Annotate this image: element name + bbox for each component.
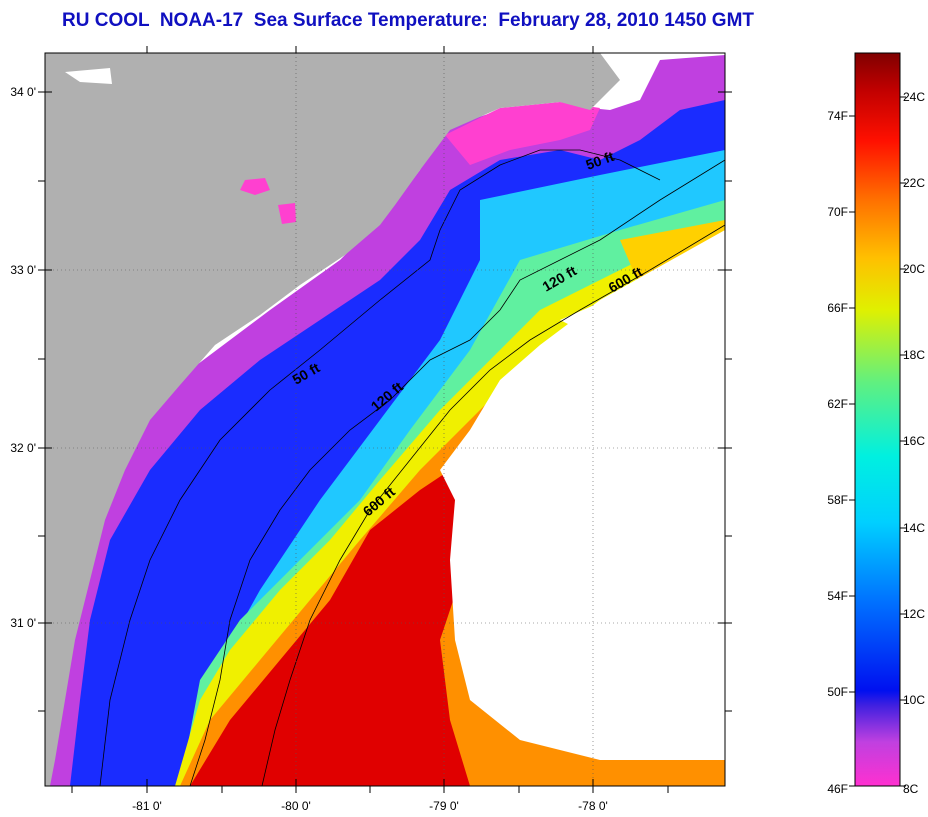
lon-ticks [71,46,669,793]
isobath-600ft [261,224,725,786]
cb-f-label-62: 62F [827,397,848,411]
cloud-cover [440,230,725,760]
lat-label-33: 33 0' [10,263,36,277]
cb-f-label-74: 74F [827,109,848,123]
cb-c-label-22: 22C [903,176,925,190]
cb-f-label-70: 70F [827,205,848,219]
land-mass [45,53,620,786]
cb-f-label-58: 58F [827,493,848,507]
cloud-cover-top [560,250,725,340]
cb-c-label-20: 20C [903,262,925,276]
coastal-pink-band [445,102,600,165]
map-frame [44,52,726,787]
inland-lake-1 [240,178,270,195]
lat-label-31: 31 0' [10,616,36,630]
colorbar: 24C 22C 20C 18C 16C 14C 12C 10C 8C 74F 7… [827,52,925,796]
inland-lake-2 [278,203,296,224]
lat-label-32: 32 0' [10,441,36,455]
colorbar-bar [854,52,901,787]
graticule [45,53,725,786]
cb-c-label-12: 12C [903,607,925,621]
lat-ticks [38,91,732,712]
map-panel [45,53,725,786]
inland-lake-3 [65,68,112,84]
colorbar-fahrenheit-ticks [849,115,855,787]
cb-c-label-14: 14C [903,521,925,535]
colorbar-celsius-ticks [900,96,906,787]
lat-label-34: 34 0' [10,85,36,99]
cb-c-label-24: 24C [903,90,925,104]
cb-f-label-66: 66F [827,301,848,315]
lon-label-78: -78 0' [578,799,608,813]
cb-f-label-54: 54F [827,589,848,603]
lon-label-80: -80 0' [281,799,311,813]
cb-c-label-18: 18C [903,348,925,362]
cb-c-label-16: 16C [903,434,925,448]
gulf-stream [190,470,470,786]
cb-f-label-50: 50F [827,685,848,699]
cb-c-label-8: 8C [903,782,919,796]
map-title: RU COOL NOAA-17 Sea Surface Temperature:… [62,10,754,31]
lon-label-79: -79 0' [429,799,459,813]
coastal-magenta-band [45,55,725,786]
isobath-120ft [189,159,725,786]
cb-c-label-10: 10C [903,693,925,707]
lon-label-81: -81 0' [132,799,162,813]
cb-f-label-46: 46F [827,782,848,796]
isobath-50ft [99,149,661,786]
